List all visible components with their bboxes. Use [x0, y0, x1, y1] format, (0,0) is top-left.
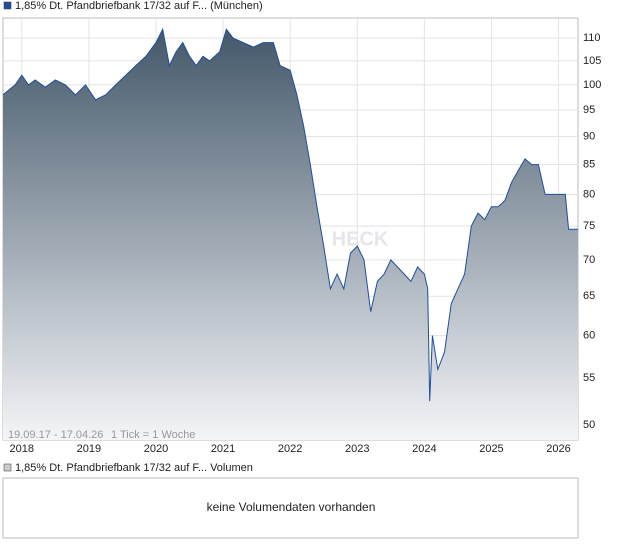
x-tick-label: 2022 [278, 443, 302, 455]
x-tick-label: 2023 [345, 443, 369, 455]
y-tick-label: 95 [583, 104, 595, 116]
x-tick-label: 2018 [10, 443, 34, 455]
y-tick-label: 60 [583, 329, 595, 341]
x-tick-label: 2019 [77, 443, 101, 455]
x-tick-label: 2020 [144, 443, 168, 455]
y-tick-label: 85 [583, 159, 595, 171]
legend-swatch [3, 1, 12, 10]
y-tick-label: 70 [583, 254, 595, 266]
y-tick-label: 90 [583, 130, 595, 142]
y-tick-label: 50 [583, 419, 595, 431]
area-fill [3, 29, 578, 441]
tick-note: 1 Tick = 1 Woche [111, 429, 195, 441]
x-tick-label: 2021 [211, 443, 235, 455]
range-note: 19.09.17 - 17.04.26 [8, 429, 103, 441]
y-tick-label: 65 [583, 290, 595, 302]
volume-panel [2, 477, 579, 539]
volume-message: keine Volumendaten vorhanden [207, 500, 376, 514]
watermark: HECK [332, 228, 389, 250]
y-tick-label: 75 [583, 220, 595, 232]
x-tick-label: 2025 [479, 443, 503, 455]
volume-legend-label: 1,85% Dt. Pfandbriefbank 17/32 auf F... … [15, 462, 253, 474]
volume-legend-swatch [3, 463, 12, 472]
x-tick-label: 2026 [546, 443, 570, 455]
y-tick-label: 100 [583, 79, 601, 91]
y-tick-label: 110 [583, 32, 601, 44]
legend-label: 1,85% Dt. Pfandbriefbank 17/32 auf F... … [15, 0, 263, 12]
price-line [2, 27, 578, 402]
y-tick-label: 55 [583, 372, 595, 384]
y-tick-label: 80 [583, 188, 595, 200]
y-tick-label: 105 [583, 55, 601, 67]
x-tick-label: 2024 [412, 443, 436, 455]
